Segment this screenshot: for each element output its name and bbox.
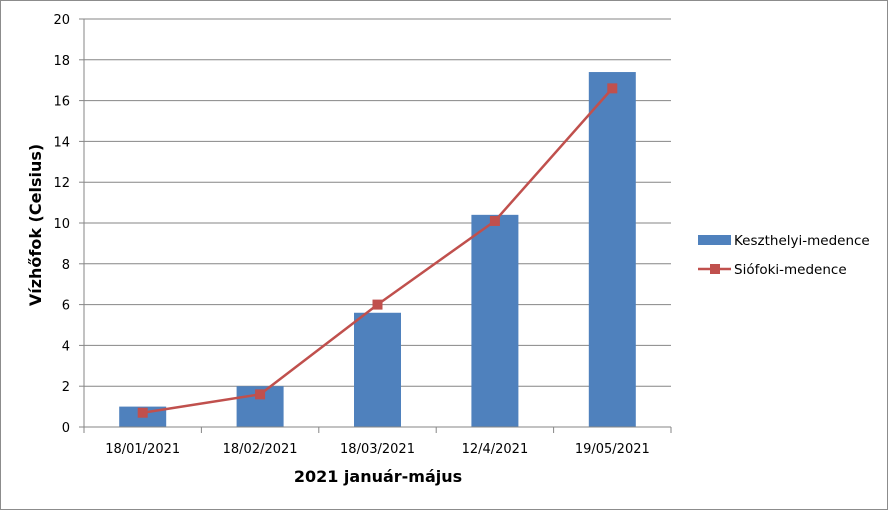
bar [354, 312, 401, 427]
x-tick-label: 18/02/2021 [223, 442, 298, 457]
bar-series [119, 72, 636, 427]
line-point [607, 83, 618, 94]
bar [471, 214, 519, 427]
line-point [255, 389, 266, 400]
legend-swatch-keszthelyi [698, 235, 731, 245]
x-axis-title: 2021 január-május [294, 467, 462, 486]
y-axis-title: Vízhőfok (Celsius) [26, 144, 45, 306]
line-point [372, 299, 383, 310]
y-tick-label: 4 [62, 339, 70, 354]
line-point [137, 407, 148, 418]
x-tick-labels: 18/01/2021 18/02/2021 18/03/2021 12/4/2021 1… [105, 442, 650, 457]
y-tick-label: 0 [62, 421, 70, 436]
y-tick-label: 2 [62, 380, 70, 395]
line-point [489, 215, 500, 226]
x-tick-label: 19/05/2021 [575, 442, 650, 457]
legend-marker-siofoki [710, 264, 720, 274]
legend-label-keszthelyi: Keszthelyi-medence [734, 233, 870, 249]
legend-label-siofoki: Siófoki-medence [734, 262, 847, 278]
x-tick-label: 18/01/2021 [105, 442, 180, 457]
x-tick-label: 18/03/2021 [340, 442, 415, 457]
y-tick-label: 14 [53, 135, 70, 150]
y-tick-label: 18 [53, 54, 70, 69]
y-tick-label: 10 [53, 217, 70, 232]
y-tick-label: 12 [53, 176, 70, 191]
x-tick-label: 12/4/2021 [462, 442, 529, 457]
y-tick-label: 16 [53, 95, 70, 110]
legend: Keszthelyi-medence Siófoki-medence [698, 233, 870, 278]
line-series [137, 83, 618, 418]
gridlines [84, 18, 671, 387]
y-tick-label: 20 [53, 13, 70, 28]
bar [588, 72, 636, 427]
y-tick-labels: 0 2 4 6 8 10 12 14 16 18 20 [53, 13, 70, 436]
axes [79, 18, 672, 433]
y-tick-label: 6 [62, 299, 70, 314]
y-tick-label: 8 [62, 258, 70, 273]
